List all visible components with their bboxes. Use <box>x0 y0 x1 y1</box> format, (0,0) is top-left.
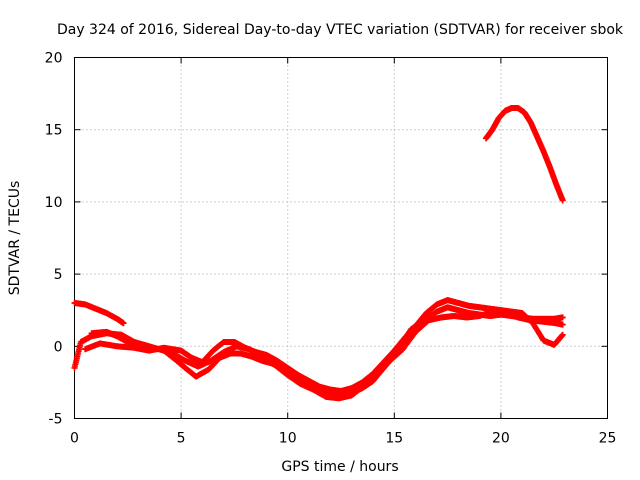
data-point <box>559 314 566 321</box>
y-tick-label: 20 <box>45 51 63 67</box>
x-tick-label: 5 <box>177 431 186 447</box>
grid <box>74 57 608 419</box>
data-points <box>71 105 566 402</box>
y-tick-label: 5 <box>54 267 63 283</box>
x-tick-label: 25 <box>599 431 617 447</box>
plot-frame <box>74 57 608 419</box>
data-point <box>120 320 127 327</box>
series-track-e <box>482 105 566 204</box>
x-tick-label: 15 <box>385 431 403 447</box>
x-tick-label: 10 <box>279 431 297 447</box>
series-track-d <box>88 308 566 402</box>
x-tick-label: 20 <box>492 431 510 447</box>
axis-ticks <box>74 57 608 419</box>
series-track-a <box>71 299 127 327</box>
data-point <box>559 331 566 338</box>
data-point <box>559 321 566 328</box>
y-tick-label: 10 <box>45 195 63 211</box>
chart-title: Day 324 of 2016, Sidereal Day-to-day VTE… <box>57 22 624 38</box>
y-tick-label: -5 <box>49 412 63 428</box>
x-tick-labels: 0 5 10 15 20 25 <box>70 431 616 447</box>
y-tick-labels: -5 0 5 10 15 20 <box>45 51 63 428</box>
y-axis-label: SDTVAR / TECUs <box>7 181 23 296</box>
x-tick-label: 0 <box>70 431 79 447</box>
y-tick-label: 15 <box>45 123 63 139</box>
y-tick-label: 0 <box>54 339 63 355</box>
x-axis-label: GPS time / hours <box>281 459 398 475</box>
data-point <box>559 197 566 204</box>
